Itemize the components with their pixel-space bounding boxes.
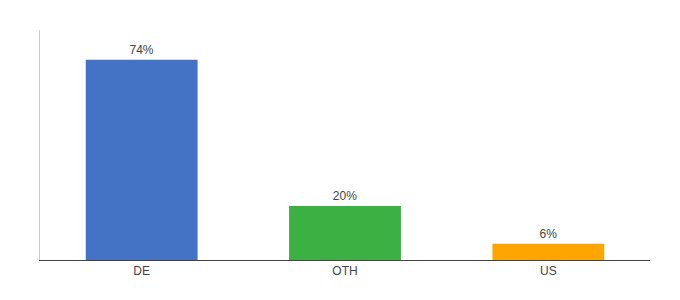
svg-text:20%: 20% bbox=[333, 189, 357, 203]
svg-text:US: US bbox=[540, 264, 557, 278]
svg-text:74%: 74% bbox=[129, 43, 153, 57]
svg-text:DE: DE bbox=[133, 264, 150, 278]
svg-text:6%: 6% bbox=[539, 227, 557, 241]
svg-text:OTH: OTH bbox=[332, 264, 357, 278]
